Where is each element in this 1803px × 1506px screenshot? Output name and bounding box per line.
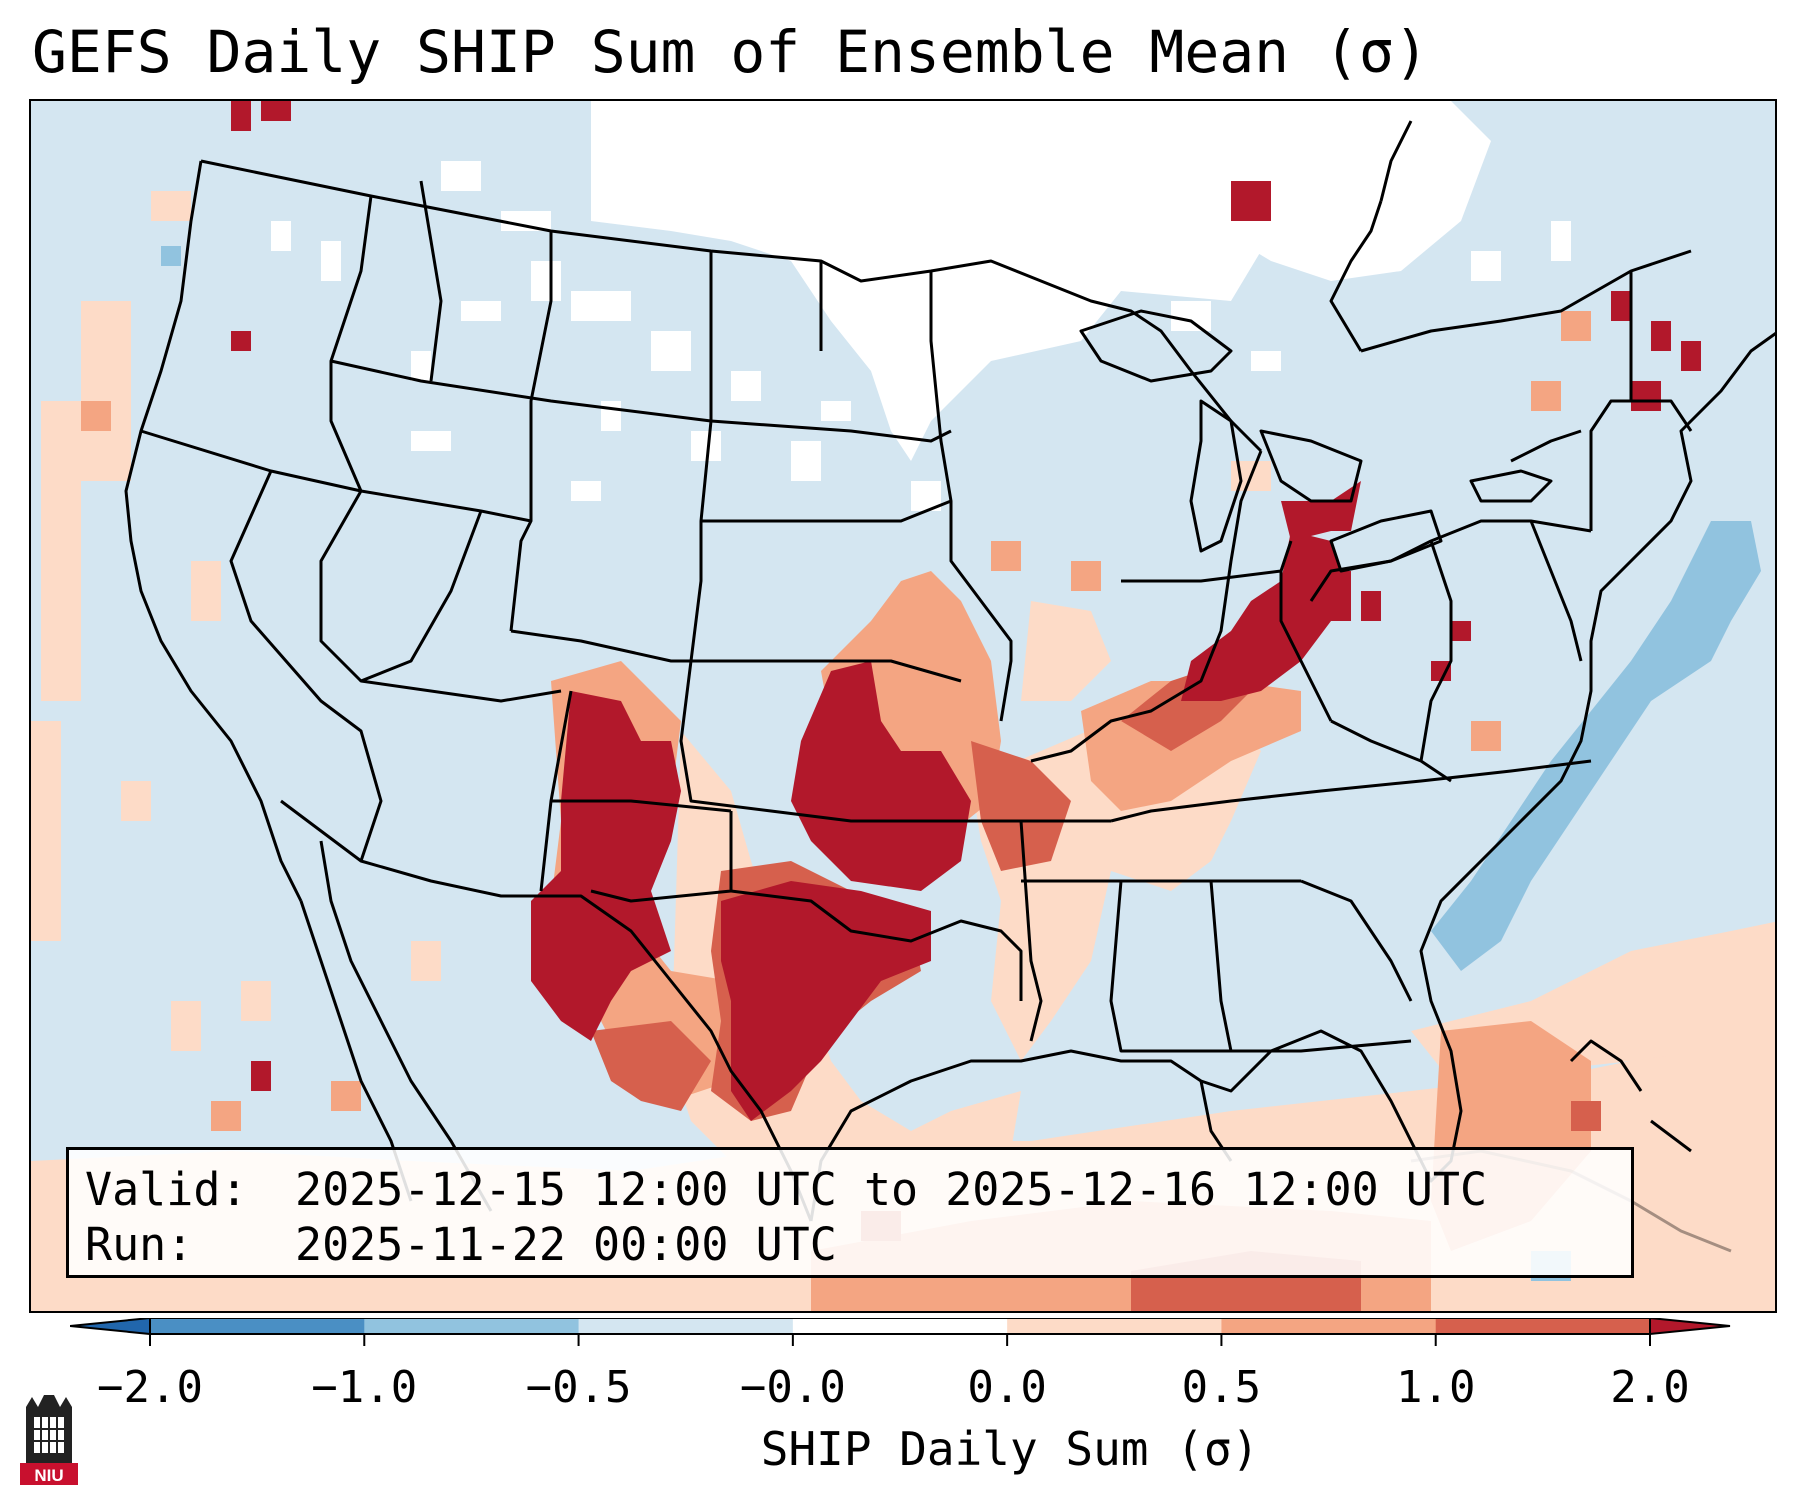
run-value: 2025-11-22 00:00 UTC — [295, 1218, 837, 1271]
colorbar-bin — [150, 1318, 365, 1334]
colorbar-bin — [578, 1318, 794, 1334]
colorbar-tick-label: −1.0 — [311, 1362, 418, 1413]
university-tower-icon: NIU — [20, 1395, 78, 1485]
ship-anomaly-map — [31, 101, 1775, 1311]
colorbar — [70, 1318, 1731, 1346]
colorbar-bin — [1435, 1318, 1651, 1334]
run-line: Run: 2025-11-22 00:00 UTC — [85, 1217, 1615, 1272]
colorbar-tick-label: 1.0 — [1395, 1362, 1476, 1413]
valid-value: 2025-12-15 12:00 UTC to 2025-12-16 12:00… — [295, 1163, 1488, 1216]
political-borders — [124, 120, 1775, 1253]
colorbar-under-extend — [70, 1318, 150, 1334]
colorbar-bin — [792, 1318, 1008, 1334]
colorbar-tick-label: −0.5 — [525, 1362, 632, 1413]
colorbar-bin — [1007, 1318, 1222, 1334]
valid-label: Valid: — [85, 1163, 248, 1216]
map-panel — [29, 99, 1777, 1313]
map-title: GEFS Daily SHIP Sum of Ensemble Mean (σ) — [32, 18, 1429, 86]
near-zero-field — [271, 101, 1571, 511]
valid-run-info-box: Valid: 2025-12-15 12:00 UTC to 2025-12-1… — [66, 1147, 1634, 1278]
valid-line: Valid: 2025-12-15 12:00 UTC to 2025-12-1… — [85, 1162, 1615, 1217]
logo-text: NIU — [34, 1466, 63, 1485]
colorbar-tick-label: −2.0 — [97, 1362, 203, 1413]
colorbar-over-extend — [1650, 1318, 1730, 1334]
colorbar-bin — [1221, 1318, 1437, 1334]
colorbar-bin — [364, 1318, 580, 1334]
colorbar-tick-label: −0.0 — [739, 1362, 846, 1413]
run-label: Run: — [85, 1218, 194, 1271]
colorbar-tick-label: 0.0 — [967, 1362, 1047, 1413]
colorbar-tick-label: 0.5 — [1181, 1362, 1262, 1413]
colorbar-tick-label: 2.0 — [1610, 1362, 1690, 1413]
colorbar-label: SHIP Daily Sum (σ) — [760, 1422, 1260, 1476]
